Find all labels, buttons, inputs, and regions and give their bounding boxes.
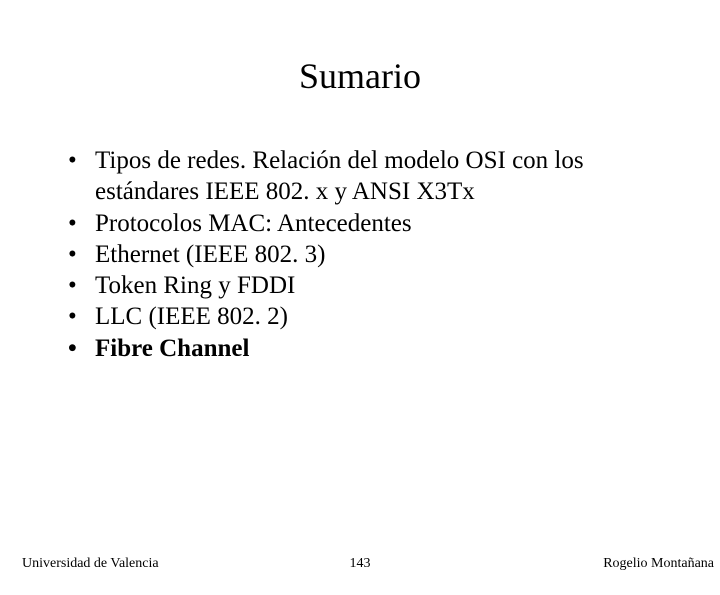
- list-item: Protocolos MAC: Antecedentes: [65, 208, 660, 239]
- list-item: Token Ring y FDDI: [65, 270, 660, 301]
- footer-page-number: 143: [350, 556, 371, 572]
- bullet-list: Tipos de redes. Relación del modelo OSI …: [65, 145, 660, 364]
- list-item: LLC (IEEE 802. 2): [65, 301, 660, 332]
- list-item: Fibre Channel: [65, 333, 660, 364]
- footer-right: Rogelio Montañana: [603, 556, 714, 572]
- slide-title: Sumario: [0, 55, 720, 97]
- list-item: Ethernet (IEEE 802. 3): [65, 239, 660, 270]
- list-item: Tipos de redes. Relación del modelo OSI …: [65, 145, 660, 208]
- footer-left: Universidad de Valencia: [22, 556, 159, 572]
